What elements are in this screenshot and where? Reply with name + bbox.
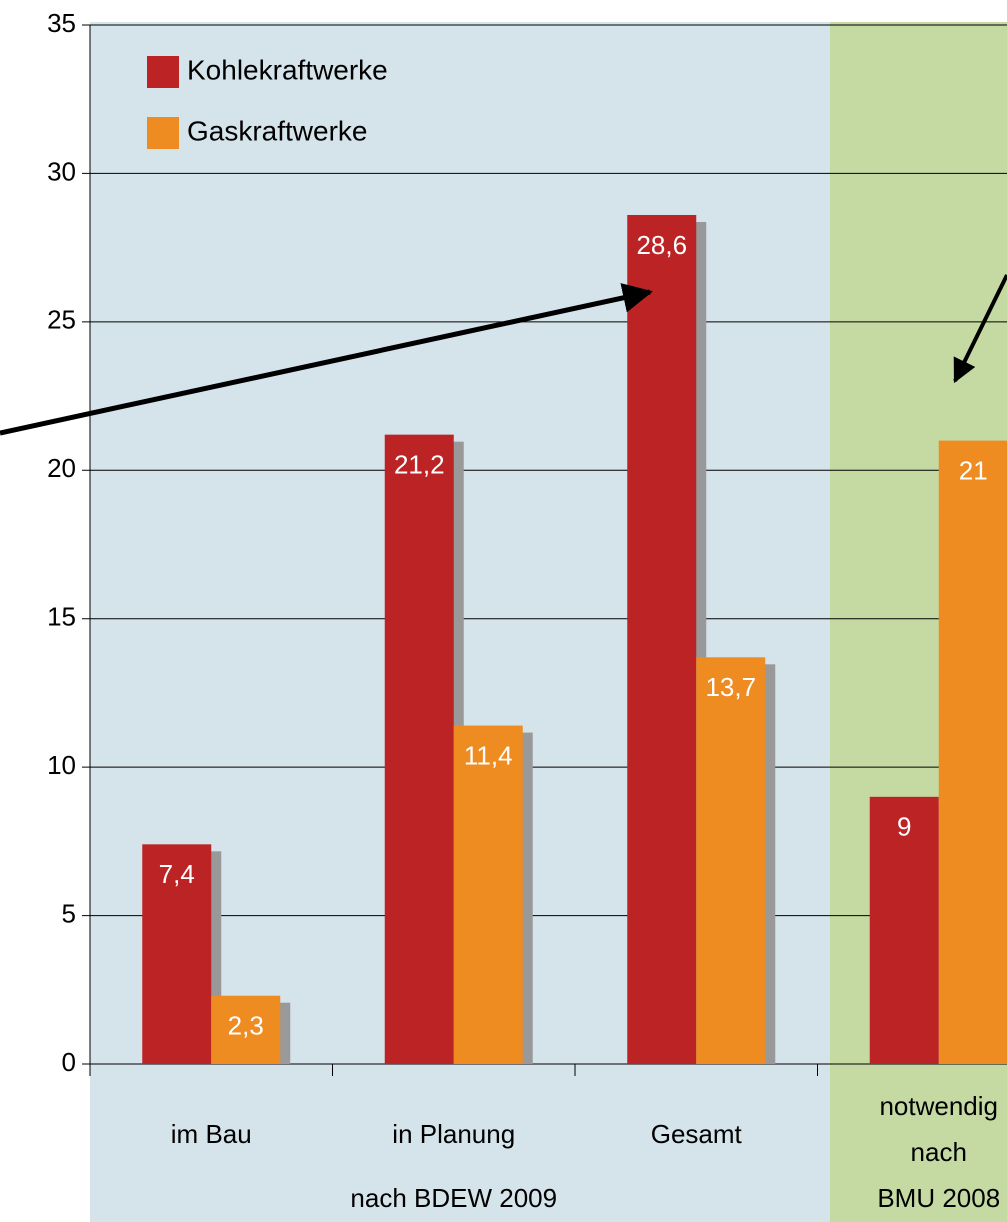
legend-swatch <box>147 56 179 88</box>
data-label: 28,6 <box>636 230 687 260</box>
data-label: 13,7 <box>705 672 756 702</box>
y-tick-label: 15 <box>47 602 76 632</box>
y-tick-label: 30 <box>47 156 76 186</box>
legend-label: Kohlekraftwerke <box>187 54 388 85</box>
data-label: 9 <box>897 812 911 842</box>
data-label: 11,4 <box>464 740 513 770</box>
y-tick-label: 20 <box>47 453 76 483</box>
group-label: nach BDEW 2009 <box>350 1183 558 1213</box>
bar <box>211 995 281 1064</box>
bar <box>869 796 939 1064</box>
data-label: 2,3 <box>228 1011 264 1041</box>
x-tick-label: im Bau <box>170 1119 252 1149</box>
y-tick-label: 5 <box>62 898 76 928</box>
data-label: 21 <box>959 455 988 485</box>
bar <box>453 725 523 1064</box>
legend-label: Gaskraftwerke <box>187 115 368 146</box>
arrow <box>953 274 1007 384</box>
x-tick-label: Gesamt <box>650 1119 742 1149</box>
y-tick-label: 35 <box>47 8 76 38</box>
data-label: 7,4 <box>159 859 195 889</box>
x-tick-label: notwendig nach BMU 2008 <box>877 1091 1001 1213</box>
arrow <box>0 283 653 436</box>
data-label: 21,2 <box>394 450 445 480</box>
bar <box>627 214 697 1064</box>
y-tick-label: 0 <box>62 1047 76 1077</box>
bar <box>384 434 454 1065</box>
bar <box>938 440 1007 1065</box>
y-tick-label: 25 <box>47 305 76 335</box>
bar <box>142 844 212 1064</box>
y-tick-label: 10 <box>47 750 76 780</box>
legend-swatch <box>147 117 179 149</box>
bar <box>696 657 766 1064</box>
x-tick-label: in Planung <box>392 1119 516 1149</box>
